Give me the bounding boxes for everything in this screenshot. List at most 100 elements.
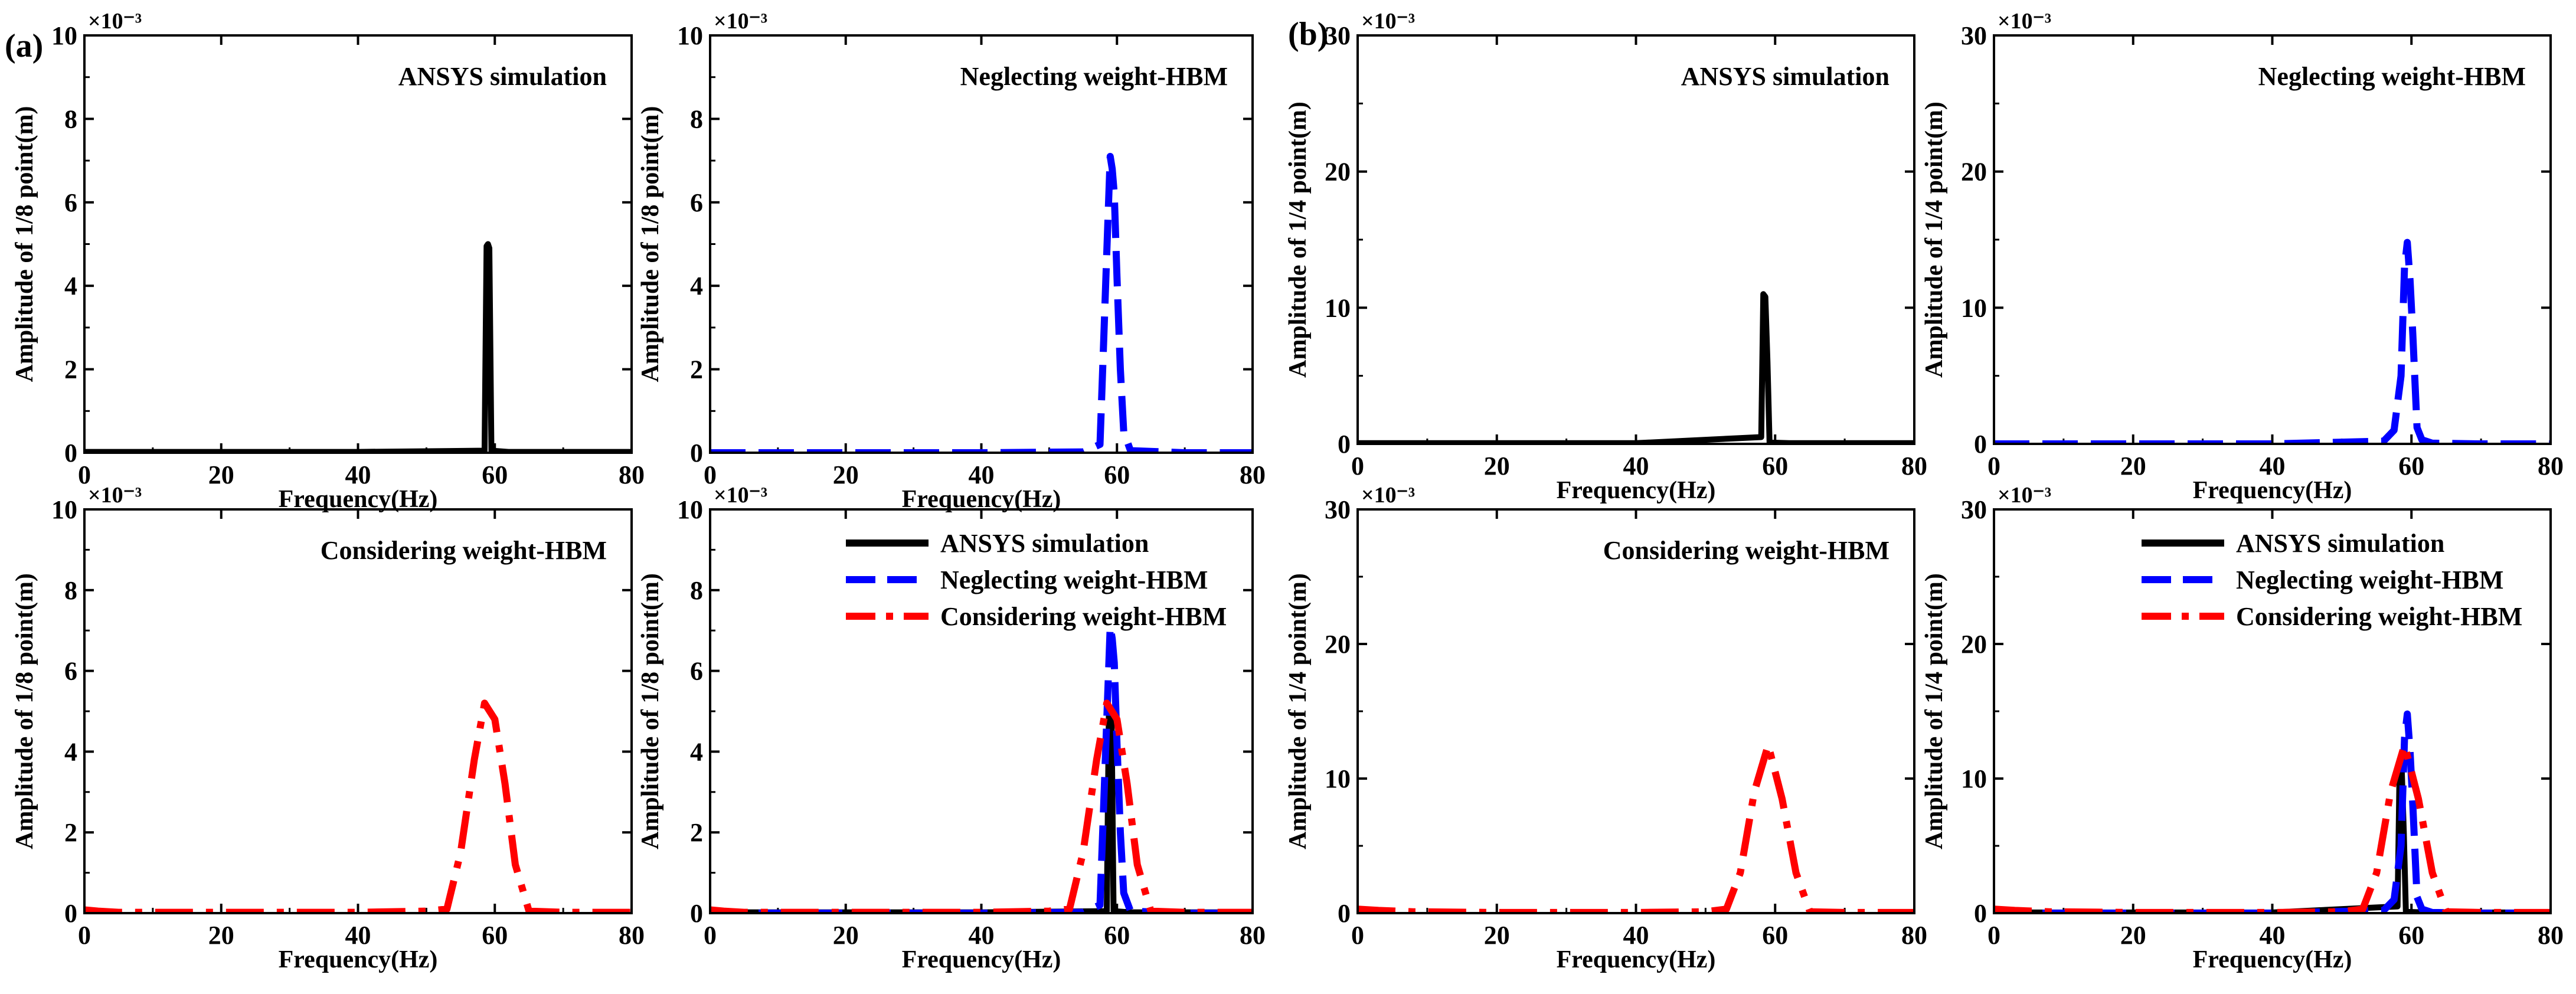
plot-frame — [1993, 34, 2552, 445]
y-tick-label: 10 — [51, 495, 77, 524]
y-tick-label: 0 — [64, 439, 77, 467]
series-group — [84, 699, 632, 913]
series-group — [710, 623, 1253, 913]
series-line-consider — [1358, 741, 1914, 913]
x-axis-label: Frequency(Hz) — [1557, 477, 1716, 504]
y-tick-label: 0 — [1338, 430, 1351, 459]
subplot-title: Considering weight-HBM — [321, 536, 607, 565]
subplot-b-neglect: 0 20 40 60 80 0 10 20 30 ×10⁻³ Frequency(Hz) Amplit… — [1921, 9, 2564, 504]
subplot-a-consider: 0 20 40 60 80 0 2 4 6 8 10 ×10⁻³ Frequency(Hz) Amplit… — [11, 483, 645, 973]
y-tick-label: 30 — [1325, 495, 1351, 524]
y-tick-label: 4 — [64, 737, 77, 766]
series-group — [1358, 741, 1914, 913]
y-tick-label: 8 — [690, 104, 703, 133]
x-tick-label: 0 — [1987, 452, 2000, 480]
series-line-consider — [84, 699, 632, 913]
series-line-ansys — [1994, 762, 2551, 913]
y-axis-label: Amplitude of 1/8 point(m) — [637, 106, 664, 382]
x-tick-label: 80 — [2538, 921, 2564, 950]
y-axis-label: Amplitude of 1/8 point(m) — [11, 573, 38, 849]
legend-label-neglect: Neglecting weight-HBM — [940, 565, 1208, 594]
y-tick-label: 10 — [51, 21, 77, 50]
x-tick-label: 60 — [1104, 921, 1130, 950]
plot-frame — [709, 34, 1254, 454]
legend-label-ansys: ANSYS simulation — [2236, 529, 2444, 558]
series-line-ansys — [84, 241, 632, 453]
x-axis-label: Frequency(Hz) — [2193, 477, 2352, 504]
y-exponent: ×10⁻³ — [88, 483, 142, 508]
x-tick-label: 0 — [1351, 452, 1364, 480]
x-tick-label: 40 — [2260, 452, 2286, 480]
series-group — [1994, 710, 2551, 913]
x-tick-label: 20 — [833, 921, 859, 950]
x-tick-label: 40 — [1623, 921, 1649, 950]
y-tick-label: 0 — [1974, 899, 1987, 928]
y-tick-label: 6 — [690, 188, 703, 217]
x-tick-label: 0 — [704, 921, 717, 950]
x-axis-label: Frequency(Hz) — [2193, 946, 2352, 973]
y-tick-label: 2 — [690, 818, 703, 847]
y-exponent: ×10⁻³ — [1361, 483, 1415, 508]
x-tick-label: 40 — [2260, 921, 2286, 950]
y-exponent: ×10⁻³ — [1998, 9, 2051, 34]
series-line-ansys — [1358, 291, 1914, 444]
x-tick-label: 0 — [78, 921, 91, 950]
panel-label-a: (a) — [5, 28, 43, 64]
y-tick-label: 20 — [1961, 158, 1987, 187]
x-tick-label: 20 — [1484, 452, 1510, 480]
y-tick-label: 10 — [677, 21, 703, 50]
legend: ANSYS simulation Neglecting weight-HBM Con… — [2142, 529, 2522, 631]
x-axis-label: Frequency(Hz) — [279, 946, 438, 973]
y-tick-label: 2 — [64, 818, 77, 847]
series-line-neglect — [1994, 710, 2551, 913]
y-exponent: ×10⁻³ — [714, 9, 767, 34]
x-tick-label: 80 — [1240, 460, 1266, 489]
series-line-neglect — [710, 153, 1253, 453]
x-tick-label: 40 — [345, 460, 371, 489]
y-tick-label: 4 — [690, 272, 703, 300]
x-tick-label: 60 — [2398, 921, 2424, 950]
y-tick-label: 6 — [64, 188, 77, 217]
x-axis-label: Frequency(Hz) — [902, 946, 1061, 973]
x-tick-label: 20 — [1484, 921, 1510, 950]
y-axis-label: Amplitude of 1/4 point(m) — [1921, 573, 1948, 849]
subplot-title: Neglecting weight-HBM — [960, 62, 1228, 91]
y-axis-label: Amplitude of 1/8 point(m) — [11, 106, 38, 382]
y-tick-label: 0 — [690, 439, 703, 467]
subplot-b-ansys: 0 20 40 60 80 0 10 20 30 ×10⁻³ Frequency(Hz) Amplit… — [1284, 9, 1927, 504]
y-exponent: ×10⁻³ — [714, 483, 767, 508]
series-group — [710, 153, 1253, 453]
y-tick-label: 10 — [1325, 764, 1351, 793]
y-tick-label: 10 — [1961, 764, 1987, 793]
legend-label-ansys: ANSYS simulation — [940, 529, 1149, 558]
plot-frame — [83, 508, 633, 914]
legend-label-consider: Considering weight-HBM — [940, 602, 1227, 631]
y-tick-label: 6 — [64, 657, 77, 686]
x-axis-label: Frequency(Hz) — [1557, 946, 1716, 973]
x-tick-label: 60 — [2398, 452, 2424, 480]
legend-label-consider: Considering weight-HBM — [2236, 602, 2522, 631]
plot-frame — [1356, 508, 1915, 914]
x-tick-label: 40 — [1623, 452, 1649, 480]
y-tick-label: 0 — [1338, 899, 1351, 928]
x-tick-label: 40 — [345, 921, 371, 950]
x-tick-label: 60 — [1762, 921, 1788, 950]
x-tick-label: 0 — [1351, 921, 1364, 950]
y-exponent: ×10⁻³ — [1998, 483, 2051, 508]
subplot-title: ANSYS simulation — [1681, 62, 1889, 91]
x-tick-label: 80 — [619, 921, 645, 950]
y-tick-label: 10 — [1325, 293, 1351, 322]
panel-label-b: (b) — [1288, 16, 1328, 53]
x-tick-label: 0 — [1987, 921, 2000, 950]
subplot-title: Neglecting weight-HBM — [2258, 62, 2526, 91]
subplot-b-consider: 0 20 40 60 80 0 10 20 30 ×10⁻³ Frequency(Hz) Amplit… — [1284, 483, 1927, 973]
plot-frame — [83, 34, 633, 454]
x-tick-label: 80 — [1240, 921, 1266, 950]
y-tick-label: 20 — [1325, 158, 1351, 187]
series-group — [84, 241, 632, 453]
y-tick-label: 4 — [64, 272, 77, 300]
